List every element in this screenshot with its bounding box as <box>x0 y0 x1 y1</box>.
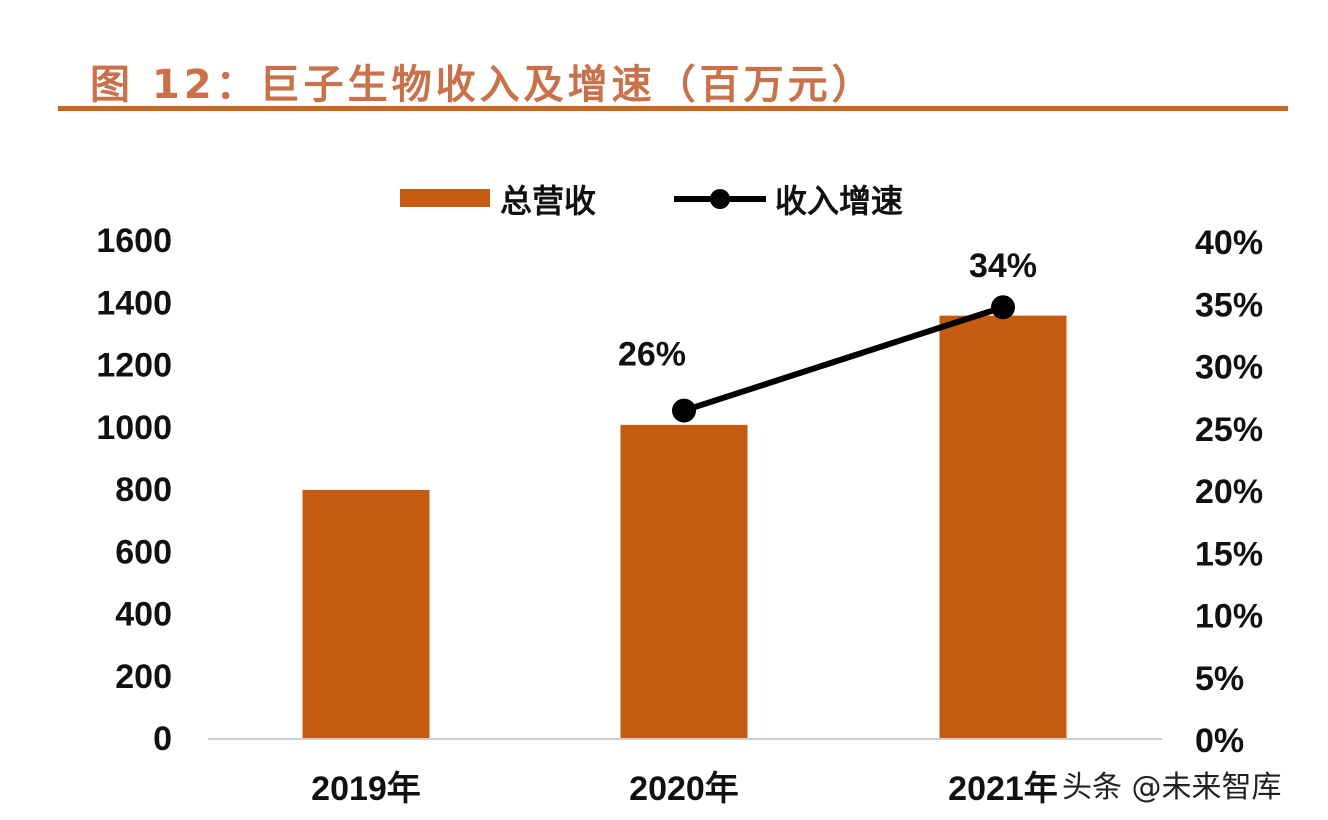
growth-data-label: 26% <box>618 336 686 374</box>
x-axis-tick-label: 2020年 <box>629 770 739 808</box>
right-axis-tick-label: 0% <box>1195 722 1244 760</box>
growth-point <box>991 295 1015 320</box>
revenue-bar <box>620 424 748 738</box>
legend-line-label: 收入增速 <box>775 183 903 219</box>
right-axis-tick-label: 5% <box>1195 660 1244 698</box>
left-axis-tick-label: 200 <box>115 658 172 696</box>
left-axis-tick-label: 600 <box>115 533 172 571</box>
left-axis-tick-label: 1600 <box>96 222 172 260</box>
title-divider <box>58 106 1288 111</box>
left-axis-tick-label: 1000 <box>96 409 172 447</box>
right-axis-tick-label: 40% <box>1195 224 1263 262</box>
left-axis-tick-label: 400 <box>115 596 172 634</box>
x-axis-tick-label: 2019年 <box>311 770 421 808</box>
growth-point <box>672 398 696 423</box>
left-axis-tick-label: 1400 <box>96 284 172 322</box>
right-axis-tick-label: 10% <box>1195 598 1263 636</box>
revenue-bar <box>939 315 1067 738</box>
legend-bar-swatch <box>400 189 490 207</box>
growth-line <box>683 304 1004 414</box>
right-axis-tick-label: 25% <box>1195 411 1263 449</box>
right-axis-tick-label: 15% <box>1195 535 1263 573</box>
revenue-bar <box>302 489 430 738</box>
chart-title: 图 12：巨子生物收入及增速（百万元） <box>90 62 876 108</box>
right-axis-tick-label: 30% <box>1195 349 1263 387</box>
legend-bar-label: 总营收 <box>500 183 596 219</box>
right-axis-tick-label: 35% <box>1195 286 1263 324</box>
growth-data-label: 34% <box>969 247 1037 285</box>
x-axis-tick-label: 2021年 <box>948 770 1058 808</box>
right-axis-tick-label: 20% <box>1195 473 1263 511</box>
watermark: 头条 @未来智库 <box>1062 770 1282 805</box>
legend-line-marker <box>710 189 730 209</box>
left-axis-tick-label: 0 <box>153 720 172 758</box>
left-axis-tick-label: 1200 <box>96 347 172 385</box>
left-axis-tick-label: 800 <box>115 471 172 509</box>
legend: 总营收 收入增速 <box>400 183 903 219</box>
